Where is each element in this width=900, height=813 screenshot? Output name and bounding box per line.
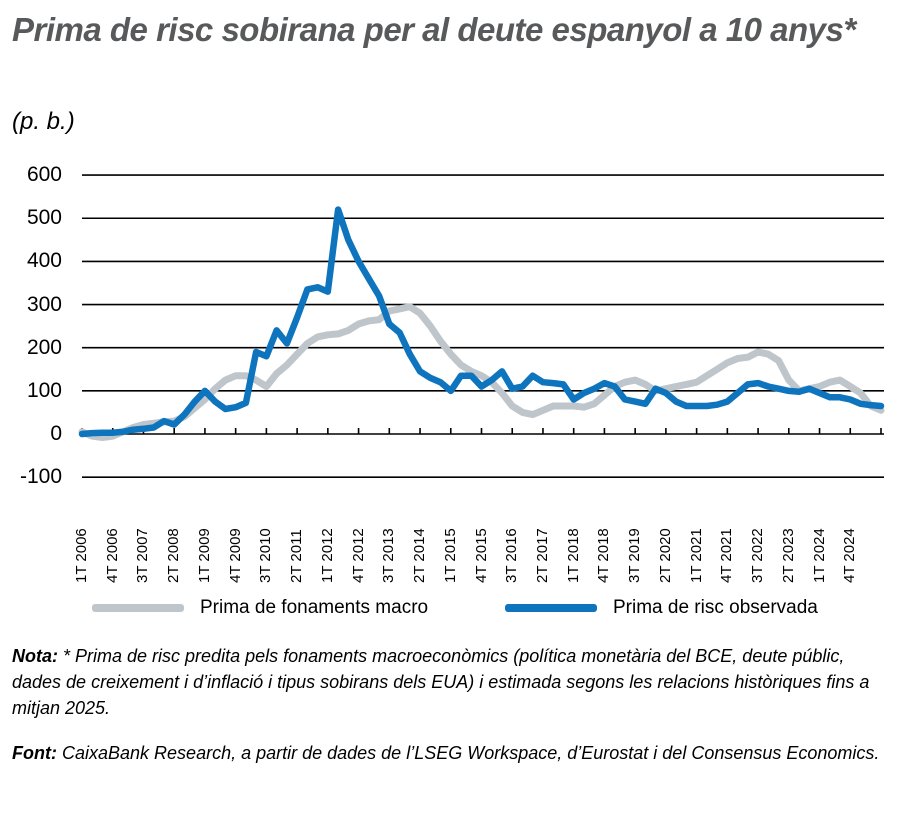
x-tick-label: 1T 2006 (73, 528, 90, 583)
x-tick-label: 4T 2018 (595, 528, 613, 583)
y-tick-label: 300 (26, 292, 62, 316)
source: Font: CaixaBank Research, a partir de da… (12, 740, 892, 766)
x-tick-label: 3T 2010 (257, 528, 275, 583)
y-tick-label: 600 (26, 163, 62, 187)
x-tick-label: 2T 2017 (533, 528, 551, 583)
x-tick-label: 1T 2009 (195, 528, 213, 583)
y-axis-unit: (p. b.) (12, 108, 75, 135)
y-tick-label: -100 (19, 465, 62, 489)
x-tick-label: 3T 2016 (503, 528, 521, 583)
x-tick-label: 4T 2006 (103, 528, 121, 583)
x-tick-label: 4T 2021 (718, 528, 736, 583)
legend-swatch-observed (505, 604, 597, 612)
x-tick-label: 3T 2022 (749, 528, 767, 583)
x-tick-label: 2T 2008 (165, 528, 183, 583)
line-chart (78, 174, 885, 478)
x-tick-label: 2T 2011 (288, 529, 306, 583)
x-tick-label: 4T 2024 (841, 528, 859, 583)
legend-label-macro: Prima de fonaments macro (200, 597, 429, 618)
x-tick-label: 1T 2012 (318, 528, 336, 583)
chart-title: Prima de risc sobirana per al deute espa… (12, 11, 856, 48)
legend-item-macro: Prima de fonaments macro (92, 597, 428, 619)
x-tick-label: 4T 2015 (472, 528, 490, 583)
y-tick-label: 200 (26, 335, 62, 359)
y-tick-label: 400 (26, 249, 62, 273)
series-line-observed (78, 206, 885, 438)
legend: Prima de fonaments macro Prima de risc o… (0, 597, 900, 627)
series-line-macro (78, 303, 885, 441)
x-tick-label: 2T 2020 (656, 528, 674, 583)
x-tick-label: 3T 2007 (134, 528, 152, 583)
x-tick-label: 3T 2013 (380, 528, 398, 583)
legend-item-observed: Prima de risc observada (505, 597, 818, 619)
x-tick-label: 3T 2019 (626, 528, 644, 583)
y-tick-label: 500 (26, 206, 62, 230)
y-tick-label: 0 (50, 422, 62, 445)
legend-swatch-macro (92, 604, 184, 612)
x-tick-label: 2T 2023 (779, 528, 797, 583)
y-tick-label: 100 (26, 378, 62, 402)
footnote: Nota: * Prima de risc predita pels fonam… (12, 643, 892, 721)
note-text: * Prima de risc predita pels fonaments m… (12, 646, 870, 718)
x-tick-label: 1T 2015 (441, 528, 459, 583)
source-text: CaixaBank Research, a partir de dades de… (62, 743, 880, 763)
x-tick-label: 1T 2018 (564, 528, 582, 583)
x-tick-label: 1T 2021 (687, 528, 705, 583)
x-tick-label: 1T 2024 (810, 528, 828, 583)
x-tick-label: 2T 2014 (411, 528, 429, 583)
legend-label-observed: Prima de risc observada (613, 597, 818, 618)
x-tick-label: 4T 2012 (349, 528, 367, 583)
source-label: Font: (12, 743, 57, 763)
x-tick-label: 4T 2009 (226, 528, 244, 583)
note-label: Nota: (12, 646, 58, 666)
